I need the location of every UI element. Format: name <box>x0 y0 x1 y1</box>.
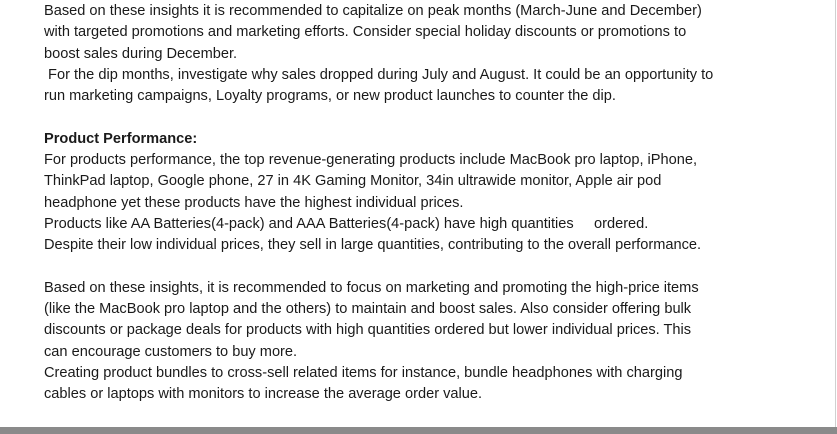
section-heading: Product Performance: <box>44 130 198 147</box>
document-body[interactable]: Based on these insights it is recommende… <box>44 1 824 406</box>
paragraph-spacer <box>44 107 824 128</box>
text-line: For the dip months, investigate why sale… <box>44 66 714 83</box>
text-line: run marketing campaigns, Loyalty program… <box>44 88 616 105</box>
text-line: Products like AA Batteries(4-pack) and A… <box>44 215 649 232</box>
text-line: Based on these insights, it is recommend… <box>44 279 699 296</box>
text-line: For products performance, the top revenu… <box>44 152 698 169</box>
text-line: with targeted promotions and marketing e… <box>44 24 687 41</box>
text-line: Creating product bundles to cross-sell r… <box>44 365 683 382</box>
text-line: boost sales during December. <box>44 45 238 62</box>
text-line: discounts or package deals for products … <box>44 322 692 339</box>
text-line: (like the MacBook pro laptop and the oth… <box>44 301 692 318</box>
text-line: headphone yet these products have the hi… <box>44 194 464 211</box>
text-line: Based on these insights it is recommende… <box>44 3 702 19</box>
page-gap-bar <box>0 427 837 434</box>
text-line: ThinkPad laptop, Google phone, 27 in 4K … <box>44 173 662 190</box>
text-line: Despite their low individual prices, the… <box>44 237 702 254</box>
paragraph-spacer <box>44 257 824 278</box>
text-line: can encourage customers to buy more. <box>44 343 298 360</box>
text-line: cables or laptops with monitors to incre… <box>44 386 483 403</box>
